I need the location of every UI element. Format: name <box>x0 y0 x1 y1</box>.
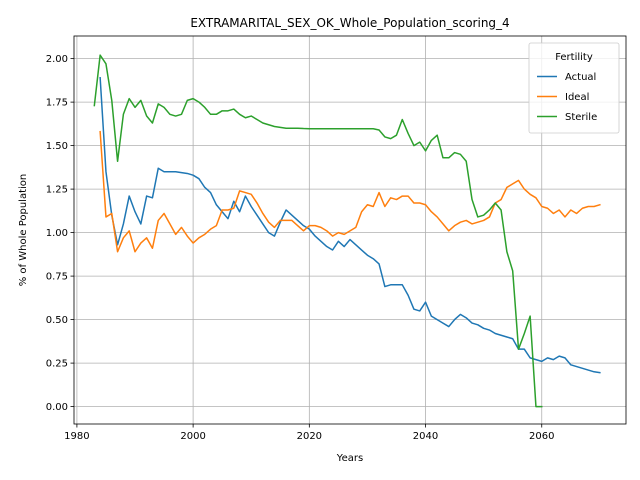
series-line-ideal <box>99 130 601 253</box>
y-tick-label: 1.75 <box>46 98 68 109</box>
axis-ticks: 1980 2000 2020 2040 2060 0.00 0.25 0.50 0.75 1.00… <box>46 54 555 442</box>
series-lines <box>93 54 601 408</box>
x-tick-label: 2060 <box>529 431 554 442</box>
y-tick-label: 0.00 <box>46 402 68 413</box>
legend-title: Fertility <box>555 52 593 63</box>
y-tick-label: 1.00 <box>46 228 68 239</box>
legend-label-actual: Actual <box>565 72 596 83</box>
y-axis-title: % of Whole Population <box>18 174 29 287</box>
legend-label-sterile: Sterile <box>565 112 597 123</box>
y-tick-label: 0.50 <box>46 315 68 326</box>
y-tick-label: 1.25 <box>46 185 68 196</box>
x-tick-label: 2040 <box>413 431 438 442</box>
x-axis-title: Years <box>336 453 363 464</box>
y-tick-label: 2.00 <box>46 54 68 65</box>
x-tick-label: 1980 <box>64 431 89 442</box>
y-tick-label: 1.50 <box>46 141 68 152</box>
legend-label-ideal: Ideal <box>565 92 589 103</box>
y-tick-label: 0.25 <box>46 359 68 370</box>
legend-box <box>528 42 620 134</box>
legend: Fertility Actual Ideal Sterile <box>528 42 620 134</box>
series-line-sterile <box>93 54 543 408</box>
x-tick-label: 2000 <box>180 431 205 442</box>
chart-title: EXTRAMARITAL_SEX_OK_Whole_Population_sco… <box>190 16 509 30</box>
plot-frame <box>73 35 627 425</box>
y-tick-label: 0.75 <box>46 272 68 283</box>
x-tick-label: 2020 <box>297 431 322 442</box>
series-line-actual <box>99 76 601 374</box>
